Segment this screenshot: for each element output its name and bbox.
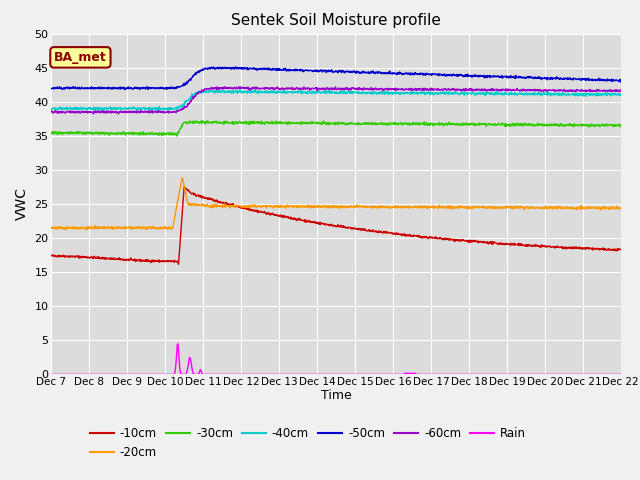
- Rain: [47, 372, 55, 377]
- -40cm: [115, 105, 122, 111]
- -10cm: [180, 184, 188, 190]
- -50cm: [372, 69, 380, 74]
- -20cm: [617, 205, 625, 211]
- -30cm: [301, 120, 309, 126]
- Rain: [174, 341, 182, 347]
- Line: -20cm: -20cm: [51, 178, 621, 230]
- Line: Rain: Rain: [51, 344, 621, 374]
- -30cm: [92, 130, 99, 136]
- -10cm: [175, 262, 182, 267]
- -10cm: [115, 255, 122, 261]
- -60cm: [213, 84, 221, 90]
- -60cm: [115, 109, 123, 115]
- -20cm: [290, 204, 298, 210]
- -20cm: [179, 175, 186, 181]
- -40cm: [47, 107, 55, 112]
- -10cm: [301, 217, 309, 223]
- -60cm: [301, 86, 309, 92]
- -30cm: [115, 131, 122, 136]
- -20cm: [372, 204, 380, 210]
- -40cm: [290, 90, 298, 96]
- Legend: -10cm, -20cm, -30cm, -40cm, -50cm, -60cm, Rain: -10cm, -20cm, -30cm, -40cm, -50cm, -60cm…: [86, 422, 531, 464]
- -60cm: [92, 108, 99, 114]
- Line: -10cm: -10cm: [51, 187, 621, 264]
- -50cm: [92, 85, 99, 91]
- Y-axis label: VWC: VWC: [15, 188, 29, 220]
- Rain: [92, 372, 99, 377]
- -60cm: [290, 86, 298, 92]
- Rain: [289, 372, 297, 377]
- -40cm: [312, 89, 319, 95]
- Rain: [312, 372, 319, 377]
- -50cm: [290, 67, 298, 73]
- X-axis label: Time: Time: [321, 389, 351, 402]
- -20cm: [92, 226, 99, 231]
- -50cm: [232, 64, 239, 70]
- -40cm: [372, 89, 380, 95]
- -30cm: [290, 120, 298, 126]
- -60cm: [617, 87, 625, 93]
- -10cm: [290, 216, 298, 222]
- -30cm: [372, 121, 380, 127]
- -50cm: [115, 86, 122, 92]
- Line: -60cm: -60cm: [51, 87, 621, 114]
- -30cm: [173, 133, 181, 139]
- Line: -30cm: -30cm: [51, 121, 621, 136]
- -40cm: [236, 87, 244, 93]
- -40cm: [92, 105, 99, 111]
- Rain: [617, 372, 625, 377]
- -30cm: [198, 118, 206, 124]
- -50cm: [121, 87, 129, 93]
- Text: BA_met: BA_met: [54, 51, 107, 64]
- -40cm: [617, 93, 625, 98]
- -50cm: [312, 67, 319, 73]
- -30cm: [47, 131, 55, 137]
- -30cm: [312, 120, 319, 126]
- Rain: [115, 372, 122, 377]
- Line: -40cm: -40cm: [51, 90, 621, 111]
- -40cm: [301, 90, 309, 96]
- Rain: [372, 372, 380, 377]
- -20cm: [115, 224, 123, 230]
- -10cm: [47, 252, 55, 258]
- Title: Sentek Soil Moisture profile: Sentek Soil Moisture profile: [231, 13, 441, 28]
- -60cm: [372, 86, 380, 92]
- -60cm: [312, 85, 319, 91]
- Rain: [301, 372, 309, 377]
- -50cm: [47, 86, 55, 92]
- -10cm: [372, 229, 380, 235]
- -20cm: [301, 204, 309, 209]
- -40cm: [154, 108, 161, 114]
- -20cm: [312, 204, 319, 209]
- -50cm: [617, 78, 625, 84]
- -10cm: [617, 247, 625, 252]
- -30cm: [617, 123, 625, 129]
- -10cm: [92, 255, 99, 261]
- -50cm: [301, 67, 309, 73]
- -10cm: [312, 219, 319, 225]
- -60cm: [90, 111, 97, 117]
- -60cm: [47, 108, 55, 114]
- -20cm: [82, 227, 90, 233]
- Line: -50cm: -50cm: [51, 67, 621, 90]
- -20cm: [47, 225, 55, 230]
